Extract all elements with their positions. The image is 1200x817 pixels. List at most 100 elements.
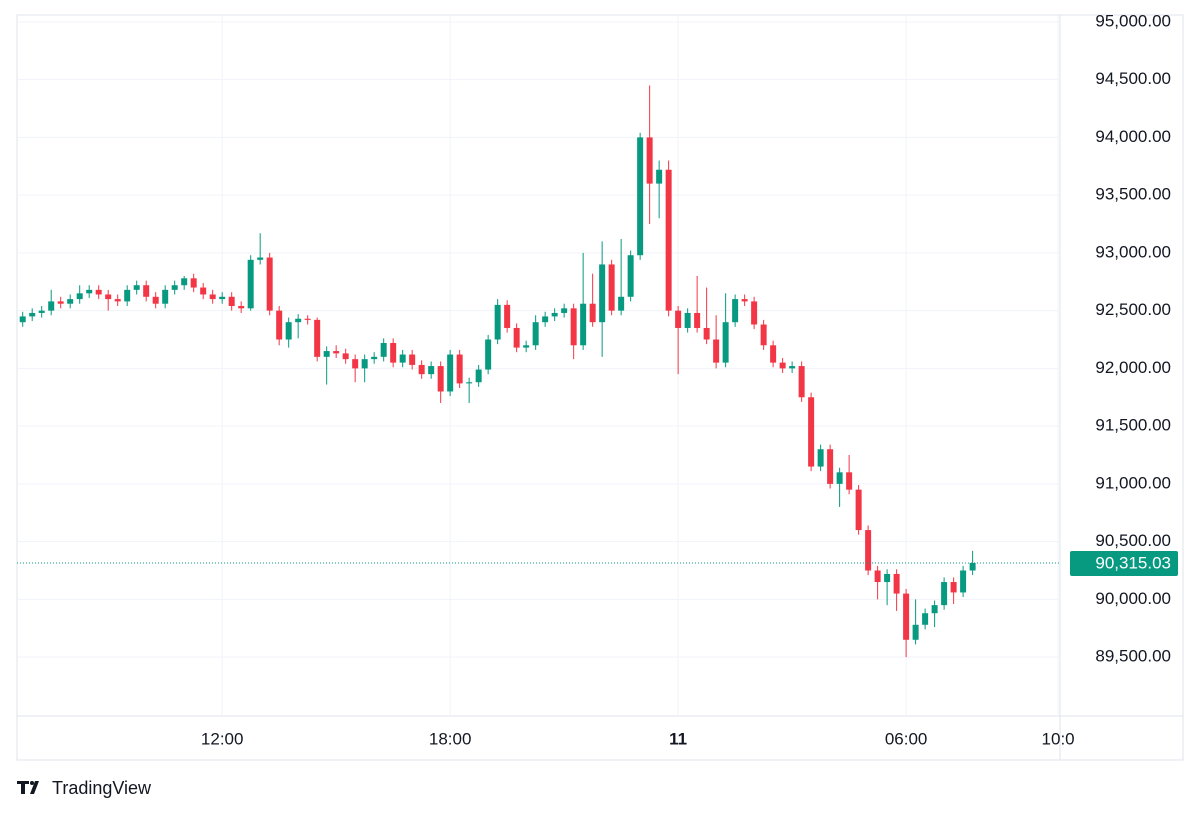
candle-body	[751, 301, 758, 325]
candle-body	[323, 351, 330, 357]
candle-body	[95, 289, 102, 295]
candle-body	[618, 296, 625, 311]
x-tick-label: 18:00	[429, 729, 472, 748]
candle-body	[779, 362, 786, 369]
candle-body	[238, 306, 245, 309]
y-tick-label: 90,000.00	[1095, 589, 1171, 608]
candle-body	[342, 353, 349, 360]
candle-body	[257, 257, 264, 260]
candle-body	[266, 257, 273, 311]
candle-body	[38, 310, 45, 313]
candle-body	[798, 366, 805, 398]
candle-body	[960, 570, 967, 593]
candle-body	[19, 316, 26, 323]
y-tick-label: 95,000.00	[1095, 11, 1171, 30]
candle-body	[789, 366, 796, 369]
candle-body	[532, 322, 539, 346]
candle-body	[276, 310, 283, 340]
candle-body	[760, 324, 767, 346]
candle-body	[713, 339, 720, 363]
logo-dot	[30, 781, 34, 785]
candle-body	[105, 294, 112, 300]
candle-body	[219, 296, 226, 300]
x-tick-label: 12:00	[201, 729, 244, 748]
candle-body	[380, 342, 387, 357]
candle-body	[494, 304, 501, 340]
frame	[16, 14, 1184, 761]
candle-body	[580, 303, 587, 346]
y-tick-label: 90,500.00	[1095, 531, 1171, 550]
x-tick-label: 11	[669, 729, 687, 748]
y-tick-label: 94,000.00	[1095, 127, 1171, 146]
candle-body	[675, 310, 682, 328]
candle-body	[884, 573, 891, 583]
candle-body	[409, 354, 416, 365]
x-tick-label: 06:00	[885, 729, 928, 748]
candle-body	[181, 278, 188, 286]
candle-body	[228, 296, 235, 307]
candle-body	[656, 169, 663, 184]
candle-body	[589, 303, 596, 323]
candle-body	[912, 624, 919, 640]
candle-body	[570, 308, 577, 346]
candle-body	[475, 369, 482, 383]
candle-body	[57, 301, 64, 304]
candle-body	[865, 530, 872, 571]
candle-body	[399, 354, 406, 363]
candle-body	[48, 301, 55, 311]
candle-body	[209, 294, 216, 300]
candle-body	[732, 299, 739, 323]
candle-body	[466, 382, 473, 384]
y-tick-label: 92,000.00	[1095, 358, 1171, 377]
y-tick-label: 89,500.00	[1095, 647, 1171, 666]
candle-body	[333, 351, 340, 354]
grid	[17, 15, 1060, 716]
candle-body	[247, 259, 254, 309]
candle-body	[599, 264, 606, 323]
candle-body	[428, 366, 435, 375]
candle-body	[684, 312, 691, 328]
labels: 89,500.00 90,000.00 90,500.00 91,000.00 91,5…	[201, 11, 1178, 748]
candle-body	[608, 264, 615, 311]
candle-body	[295, 318, 302, 323]
candle-body	[67, 299, 74, 304]
candle-body	[941, 582, 948, 606]
candle-body	[456, 354, 463, 384]
candle-body	[285, 322, 292, 340]
candle-body	[836, 472, 843, 484]
candle-body	[874, 570, 881, 583]
candle-body	[162, 289, 169, 304]
candle-body	[637, 137, 644, 256]
logo: TradingView	[17, 778, 152, 798]
candle-body	[694, 312, 701, 328]
candle-body	[76, 293, 83, 300]
y-tick-label: 92,500.00	[1095, 300, 1171, 319]
candle-body	[808, 397, 815, 467]
candle-body	[950, 582, 957, 593]
candle-body	[143, 285, 150, 297]
candle-body	[770, 345, 777, 363]
candle-body	[931, 605, 938, 614]
candle-body	[893, 573, 900, 594]
candle-body	[152, 296, 159, 304]
candle-body	[29, 312, 36, 317]
candle-body	[665, 169, 672, 311]
candle-body	[124, 289, 131, 302]
candle-body	[741, 299, 748, 302]
candle-body	[437, 366, 444, 392]
candle-body	[817, 449, 824, 467]
candle-body	[314, 319, 321, 357]
candle-body	[855, 489, 862, 531]
x-tick-label: 10:0	[1042, 729, 1075, 748]
candle-body	[371, 356, 378, 360]
candle-body	[513, 327, 520, 348]
candle-body	[827, 449, 834, 484]
candle-body	[646, 137, 653, 184]
logo-icon	[17, 781, 39, 794]
y-tick-label: 93,000.00	[1095, 242, 1171, 261]
y-tick-label: 91,500.00	[1095, 416, 1171, 435]
candle-body	[551, 312, 558, 317]
candle-body	[504, 304, 511, 328]
candle-body	[133, 285, 140, 290]
